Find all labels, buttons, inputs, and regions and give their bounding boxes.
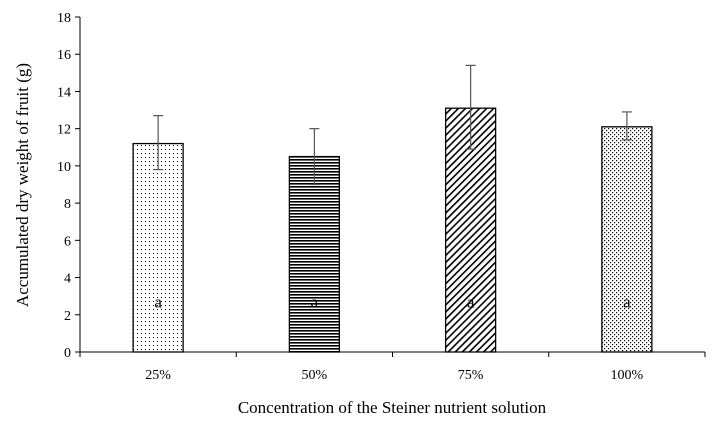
y-tick-label: 18 (57, 11, 71, 26)
x-tick-label: 50% (302, 368, 328, 383)
y-tick-label: 12 (57, 123, 71, 138)
y-tick-label: 0 (64, 346, 71, 361)
y-tick-label: 2 (64, 309, 71, 324)
bars (132, 107, 653, 353)
bar (288, 155, 341, 353)
error-bar (153, 115, 164, 171)
y-tick-label: 10 (57, 160, 71, 175)
x-tick-label: 25% (145, 368, 171, 383)
bar (132, 142, 184, 353)
error-bar (309, 128, 320, 186)
significance-letter: a (467, 292, 475, 311)
error-bar (465, 64, 476, 150)
y-tick-label: 16 (57, 48, 71, 63)
y-axis-title: Accumulated dry weight of fruit (g) (13, 63, 32, 307)
bar (601, 126, 653, 353)
error-bar (621, 111, 632, 141)
x-axis: 25% 50% 75% 100% (79, 351, 706, 383)
y-axis: 0 2 4 6 8 10 12 14 16 18 (57, 11, 81, 361)
y-tick-label: 4 (64, 272, 71, 287)
y-tick-label: 14 (57, 85, 71, 100)
y-tick-label: 6 (64, 234, 71, 249)
x-tick-label: 100% (611, 368, 644, 383)
y-tick-label: 8 (64, 197, 71, 212)
significance-letter: a (623, 292, 631, 311)
error-bars (153, 64, 632, 186)
significance-letter: a (311, 292, 319, 311)
x-tick-label: 75% (458, 368, 484, 383)
x-axis-title: Concentration of the Steiner nutrient so… (238, 398, 547, 417)
significance-letter: a (154, 292, 162, 311)
